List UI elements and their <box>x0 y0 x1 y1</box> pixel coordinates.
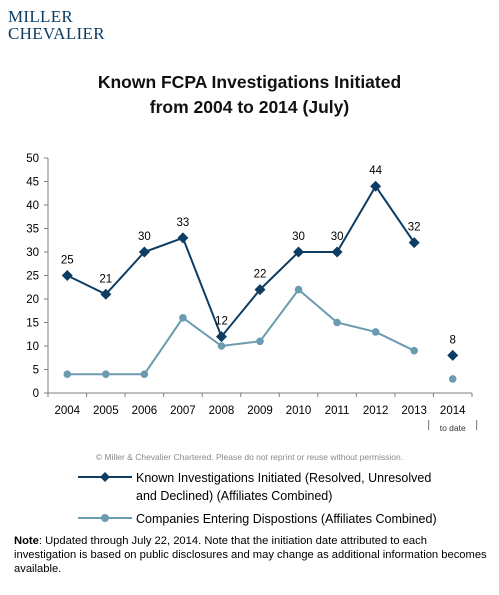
y-tick-label: 0 <box>33 388 39 400</box>
y-tick-label: 35 <box>26 224 39 236</box>
logo-line-2: CHEVALIER <box>8 24 105 43</box>
investigations-data-point <box>215 331 227 343</box>
investigations-data-point <box>100 288 112 300</box>
y-tick-label: 10 <box>26 341 39 353</box>
investigations-data-point <box>370 180 382 192</box>
dispositions-data-point <box>256 337 264 346</box>
dispositions-data-point <box>102 370 110 379</box>
dispositions-data-point <box>217 342 226 350</box>
investigations-data-point <box>138 246 150 258</box>
x-tick-label: 2004 <box>54 405 80 417</box>
dispositions-data-point <box>448 375 457 383</box>
dispositions-data-point <box>63 370 72 379</box>
investigations-data-point <box>61 270 73 281</box>
chart-title-line-2: from 2004 to 2014 (July) <box>149 97 350 117</box>
dispositions-data-point <box>140 370 149 379</box>
investigations-data-point <box>254 284 266 296</box>
x-tick-label: 2005 <box>93 405 119 417</box>
footnote-text: : Updated through July 22, 2014. Note th… <box>14 535 487 576</box>
dispositions-data-point <box>294 285 303 294</box>
chart-title: Known FCPA Investigations Initiated from… <box>0 70 499 120</box>
copyright-notice: © Miller & Chevalier Chartered. Please d… <box>95 452 404 462</box>
investigations-data-label: 33 <box>177 217 190 229</box>
investigations-data-label: 44 <box>369 165 382 177</box>
dispositions-data-point <box>333 318 341 327</box>
y-tick-label: 30 <box>26 247 39 259</box>
y-tick-label: 5 <box>33 365 39 377</box>
dispositions-data-point <box>410 346 418 355</box>
chart-title-line-1: Known FCPA Investigations Initiated <box>97 72 402 92</box>
investigations-data-point <box>408 237 420 249</box>
x-tick-label: 2007 <box>170 405 196 417</box>
dispositions-data-point <box>179 314 187 322</box>
diamond-marker-icon <box>78 472 132 482</box>
logo-line-1: MILLER <box>8 7 74 26</box>
dispositions-data-point <box>371 328 380 336</box>
investigations-data-label: 12 <box>215 316 228 328</box>
investigations-data-label: 25 <box>61 255 74 267</box>
x-tick-label: 2012 <box>363 405 389 417</box>
sublabel-bracket <box>428 420 478 430</box>
y-tick-label: 50 <box>26 153 39 165</box>
x-tick-label: 2006 <box>132 405 158 417</box>
x-tick-label: 2013 <box>401 405 427 417</box>
y-tick-label: 45 <box>26 177 39 189</box>
x-tick-label: 2009 <box>247 405 273 417</box>
y-tick-label: 25 <box>26 271 39 283</box>
investigations-data-label: 30 <box>331 231 344 243</box>
company-logo: MILLER CHEVALIER <box>8 8 105 42</box>
x-tick-label: 2008 <box>209 405 235 417</box>
investigations-data-label: 32 <box>408 222 421 234</box>
circle-marker-icon <box>78 514 132 522</box>
line-chart: 0 5 10 15 20 25 30 35 40 45 50 2004 2005 2006 2007 2008… <box>26 153 478 433</box>
investigations-series-line <box>66 184 416 339</box>
investigations-data-point <box>331 246 343 258</box>
investigations-data-label: 8 <box>450 334 456 346</box>
legend-label-investigations-line-1: Known Investigations Initiated (Resolved… <box>136 471 432 485</box>
investigations-data-label: 22 <box>254 269 267 281</box>
x-tick-label: 2011 <box>325 405 350 417</box>
investigations-data-point <box>447 349 459 361</box>
legend-item-dispositions: Companies Entering Dispostions (Affiliat… <box>78 510 437 528</box>
investigations-data-point <box>177 232 189 244</box>
footnote: Note: Updated through July 22, 2014. Not… <box>14 534 489 577</box>
x-tick-label: 2014 <box>440 405 466 417</box>
y-tick-label: 15 <box>26 318 39 330</box>
chart-legend: Known Investigations Initiated (Resolved… <box>78 469 437 533</box>
investigations-data-point <box>293 246 305 258</box>
dispositions-series-line <box>67 288 415 376</box>
footnote-label: Note <box>14 535 39 547</box>
legend-item-investigations: Known Investigations Initiated (Resolved… <box>78 469 437 505</box>
legend-label-dispositions: Companies Entering Dispostions (Affiliat… <box>136 512 437 526</box>
x-tick-label: 2010 <box>286 405 312 417</box>
y-tick-label: 40 <box>26 200 39 212</box>
x-tick-sublabel: to date <box>440 423 466 433</box>
y-tick-label: 20 <box>26 294 39 306</box>
investigations-data-label: 30 <box>138 231 151 243</box>
legend-label-investigations-line-2: and Declined) (Affiliates Combined) <box>136 489 333 503</box>
investigations-data-label: 30 <box>292 231 305 243</box>
investigations-data-label: 21 <box>99 273 112 285</box>
